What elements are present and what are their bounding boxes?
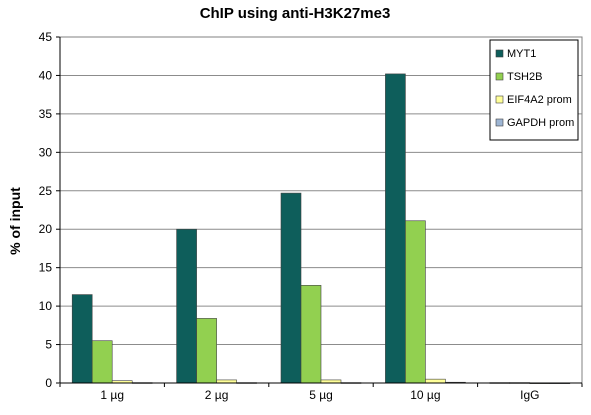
legend-box — [489, 39, 579, 141]
bar-myt1 — [176, 228, 197, 384]
legend-label: EIF4A2 prom — [507, 94, 572, 106]
legend-swatch — [495, 72, 504, 81]
x-tick-label: 1 µg — [100, 388, 124, 402]
chart-title: ChIP using anti-H3K27me3 — [200, 5, 391, 22]
x-tick-label: 5 µg — [309, 388, 333, 402]
bars — [71, 73, 571, 384]
legend-label: MYT1 — [507, 48, 536, 60]
y-tick-label: 10 — [39, 299, 53, 313]
legend-label: GAPDH prom — [507, 117, 574, 129]
bar-myt1 — [71, 294, 93, 384]
legend-label: TSH2B — [507, 71, 542, 83]
y-tick-label: 0 — [45, 376, 52, 390]
legend-swatch — [495, 95, 504, 104]
y-tick-label: 35 — [39, 107, 53, 121]
legend: MYT1 TSH2B EIF4A2 prom GAPDH prom — [489, 39, 579, 141]
x-tick-labels: 1 µg 2 µg 5 µg 10 µg IgG — [59, 383, 583, 402]
y-tick-labels: 0 5 10 15 20 25 30 35 40 45 — [39, 30, 53, 390]
bar-eif4a2-prom — [425, 378, 446, 384]
x-tick-label: IgG — [520, 388, 539, 402]
y-tick-label: 5 — [45, 338, 52, 352]
legend-swatch — [495, 49, 504, 58]
y-tick-label: 30 — [39, 145, 53, 159]
bar-myt1 — [385, 73, 406, 384]
legend-swatch — [495, 118, 504, 127]
x-tick-label: 10 µg — [410, 388, 440, 402]
y-tick-label: 20 — [39, 222, 53, 236]
y-tick-label: 15 — [39, 261, 53, 275]
bar-myt1 — [280, 192, 302, 384]
bar-tsh2b — [300, 285, 322, 384]
y-tick-label: 45 — [39, 30, 53, 44]
bar-tsh2b — [405, 220, 426, 384]
y-tick-label: 40 — [39, 68, 53, 82]
y-axis-label: % of input — [7, 187, 23, 255]
axes — [59, 36, 583, 384]
bar-tsh2b — [91, 340, 113, 384]
bar-tsh2b — [196, 318, 217, 384]
y-tick-label: 25 — [39, 184, 53, 198]
x-tick-label: 2 µg — [205, 388, 229, 402]
